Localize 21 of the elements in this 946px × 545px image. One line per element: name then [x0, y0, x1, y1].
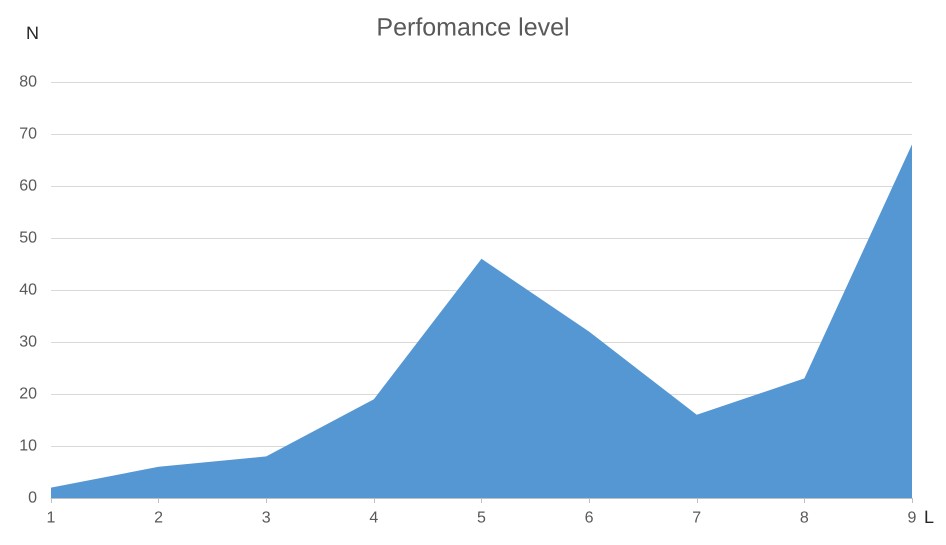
x-tick-label: 5 — [477, 510, 486, 526]
y-tick-label: 50 — [19, 230, 38, 246]
x-tick-label: 6 — [584, 510, 594, 526]
x-tick-label: 9 — [908, 510, 917, 526]
x-tick-label: 1 — [46, 510, 56, 526]
chart-title: Perfomance level — [376, 14, 570, 42]
y-tick-label: 0 — [28, 490, 38, 506]
y-tick-label: 40 — [19, 282, 38, 298]
y-tick-label: 80 — [19, 74, 38, 90]
x-tick-label: 8 — [800, 510, 809, 526]
y-tick-label: 10 — [19, 438, 38, 454]
x-tick-label: 3 — [262, 510, 271, 526]
x-tick-label: 4 — [369, 510, 378, 526]
x-tick-label: 2 — [154, 510, 164, 526]
x-tick-label: 7 — [692, 510, 702, 526]
y-tick-label: 70 — [19, 126, 38, 142]
y-tick-label: 30 — [19, 334, 38, 350]
x-axis-title: L — [924, 507, 934, 527]
y-tick-label: 60 — [19, 178, 38, 194]
y-tick-label: 20 — [19, 386, 38, 402]
y-axis-title: N — [26, 23, 39, 43]
